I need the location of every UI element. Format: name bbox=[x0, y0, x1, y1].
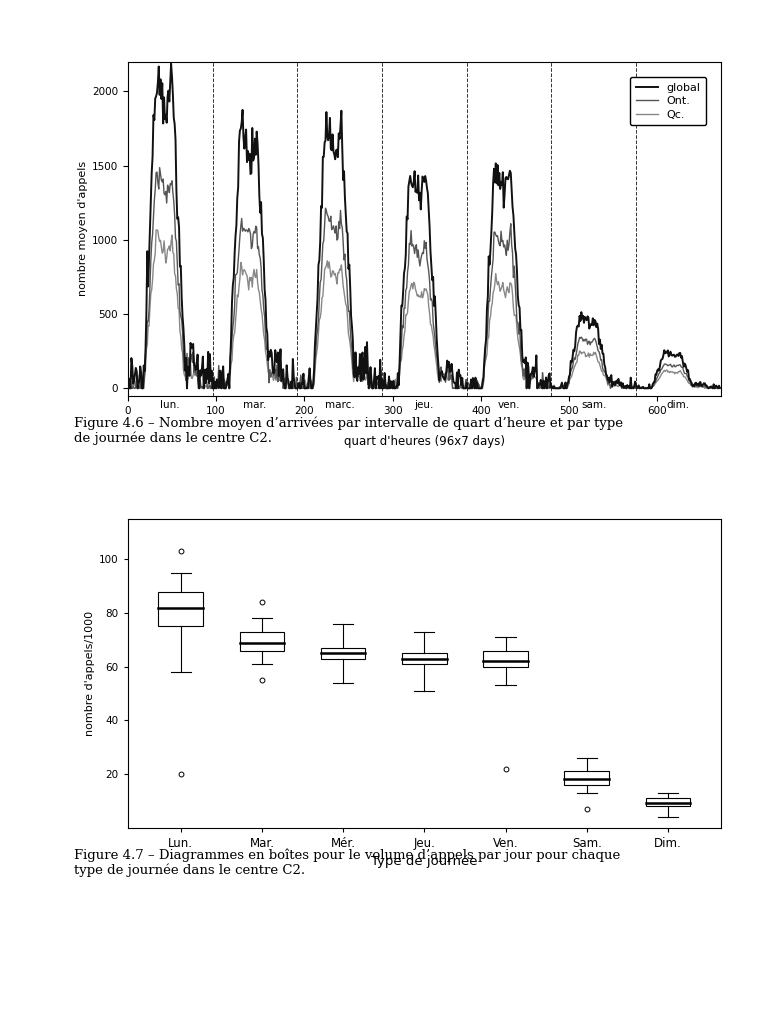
X-axis label: Type de journée: Type de journée bbox=[371, 855, 477, 868]
X-axis label: quart d'heures (96x7 days): quart d'heures (96x7 days) bbox=[344, 435, 505, 448]
Text: dim.: dim. bbox=[666, 400, 690, 410]
Text: Figure 4.6 – Nombre moyen d’arrivées par intervalle de quart d’heure et par type: Figure 4.6 – Nombre moyen d’arrivées par… bbox=[74, 416, 622, 445]
Text: Figure 4.7 – Diagrammes en boîtes pour le volume d’appels par jour pour chaque
t: Figure 4.7 – Diagrammes en boîtes pour l… bbox=[74, 848, 620, 877]
Bar bbox=[402, 653, 446, 664]
Legend: global, Ont., Qc.: global, Ont., Qc. bbox=[630, 77, 706, 125]
Bar bbox=[564, 771, 609, 784]
Text: lun.: lun. bbox=[160, 400, 180, 410]
Text: marc.: marc. bbox=[325, 400, 354, 410]
Bar bbox=[321, 648, 366, 659]
Bar bbox=[483, 651, 528, 666]
Text: mar.: mar. bbox=[243, 400, 267, 410]
Y-axis label: nombre d'appels/1000: nombre d'appels/1000 bbox=[85, 611, 95, 736]
Y-axis label: nombre moyen d'appels: nombre moyen d'appels bbox=[78, 161, 88, 296]
Text: sam.: sam. bbox=[581, 400, 606, 410]
Bar bbox=[646, 798, 691, 806]
Bar bbox=[239, 632, 284, 651]
Bar bbox=[158, 591, 203, 626]
Text: jeu.: jeu. bbox=[415, 400, 434, 410]
Text: ven.: ven. bbox=[498, 400, 520, 410]
